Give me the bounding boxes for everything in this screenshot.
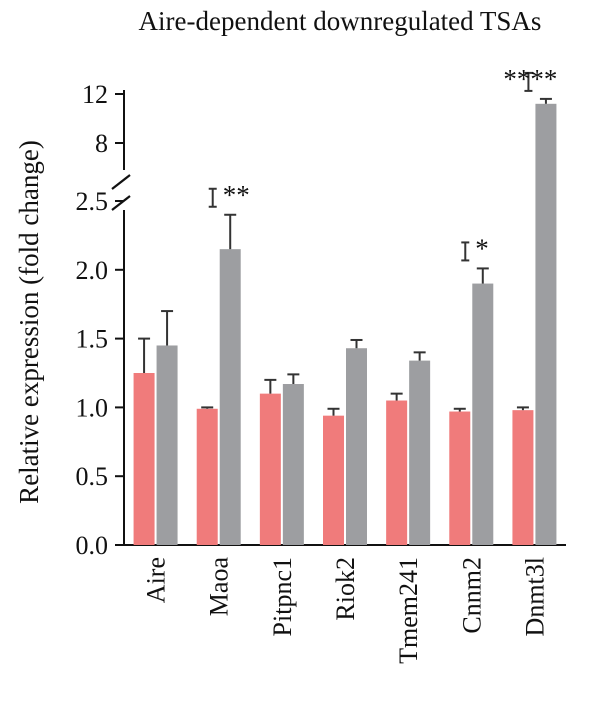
x-tick-label: Riok2: [331, 557, 360, 621]
bar: [472, 283, 494, 545]
bar: [535, 103, 557, 546]
y-tick-label: 1.5: [76, 325, 109, 354]
y-tick-label: 2.5: [76, 187, 109, 216]
bar: [512, 410, 534, 545]
x-tick-label: Maoa: [205, 557, 234, 617]
y-axis-title: Relative expression (fold change): [14, 140, 44, 504]
x-tick-label: Dnmt3l: [520, 557, 549, 636]
bar: [133, 373, 155, 545]
bar: [386, 400, 408, 545]
x-tick-label: Cnnm2: [457, 557, 486, 634]
x-tick-label: Aire: [142, 557, 171, 603]
y-tick-label: 2.0: [76, 256, 109, 285]
y-tick-label: 1.0: [76, 393, 109, 422]
significance-label: ****: [503, 64, 557, 94]
axis-break-mark: [111, 174, 131, 190]
y-tick-label: 12: [82, 80, 108, 109]
bar: [156, 345, 178, 545]
x-tick-label: Tmem241: [394, 557, 423, 664]
chart-title: Aire-dependent downregulated TSAs: [139, 6, 542, 36]
plot-area: 0.0 0.5 1.0 1.5 2.0 2.5 8 12 Aire Maoa Pitpnc1 Riok…: [76, 64, 566, 664]
y-tick-label: 8: [95, 129, 108, 158]
bar: [282, 384, 304, 545]
significance-label: **: [223, 180, 250, 210]
x-tick-label: Pitpnc1: [268, 557, 297, 636]
bar: [219, 249, 241, 545]
bar: [196, 408, 218, 545]
bar: [259, 393, 281, 545]
bar: [409, 360, 431, 545]
y-tick-label: 0.5: [76, 462, 109, 491]
axis-break-mark: [111, 195, 131, 211]
bar: [346, 348, 367, 545]
bar: [323, 415, 344, 545]
y-tick-label: 0.0: [76, 531, 109, 560]
bar: [449, 411, 471, 545]
significance-label: *: [475, 233, 489, 263]
